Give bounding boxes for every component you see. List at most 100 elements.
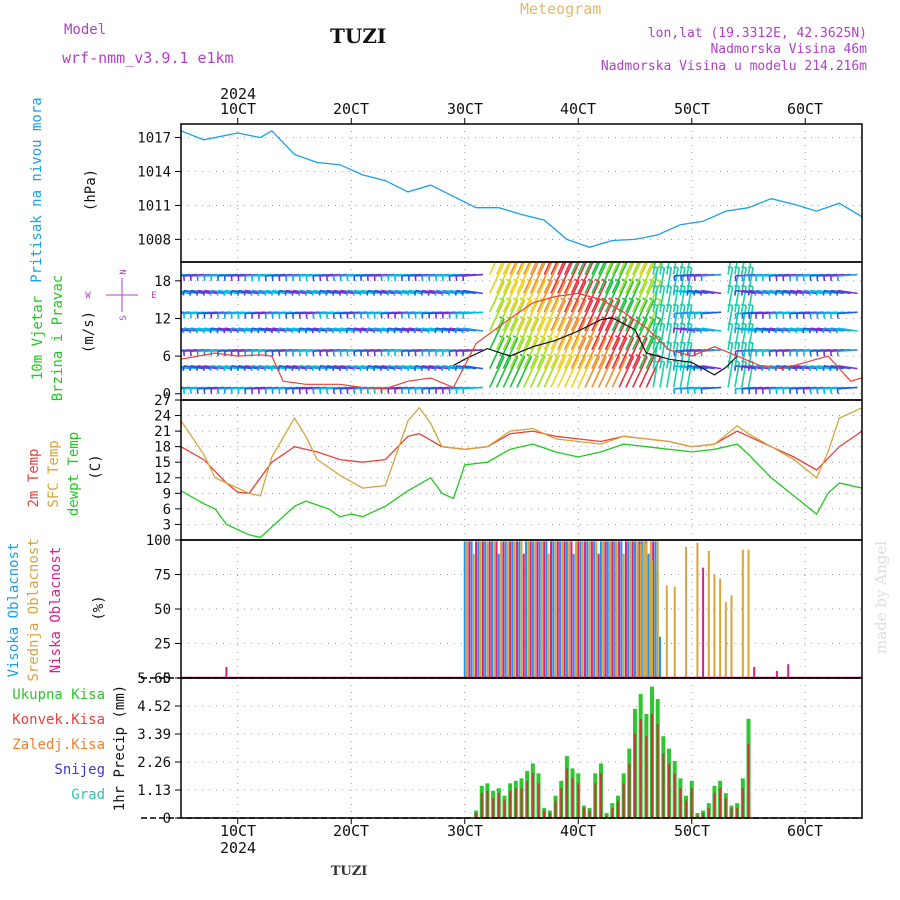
wind-barb (543, 337, 560, 369)
wind-barb-flag (393, 328, 396, 334)
wind-barb (803, 289, 824, 295)
wind-barb (597, 318, 614, 351)
precip-bar (634, 733, 636, 818)
wind-barb (509, 356, 526, 388)
wind-barb (449, 327, 470, 332)
wind-barb (747, 305, 754, 332)
precip-bar (713, 793, 716, 818)
wind-barb-flag (339, 365, 342, 371)
wind-barb-flag (407, 365, 410, 371)
wind-barb-flag (829, 365, 832, 371)
wind-barb (408, 365, 429, 370)
precip-bar (747, 743, 750, 818)
wind-barb-flag (386, 365, 389, 371)
wind-barb (837, 327, 858, 332)
wind-barb (584, 262, 592, 275)
wind-barb (680, 365, 701, 370)
wind-barb (401, 365, 422, 370)
wind-barb (550, 262, 567, 294)
wind-barb (632, 262, 648, 294)
pressure-panel: 1008 1011 1014 1017 (137, 123, 863, 263)
wind-barb (577, 337, 594, 369)
wind-barb (516, 262, 524, 275)
wind-barb-flag (202, 290, 206, 296)
watermark: made by Angel (872, 541, 890, 654)
wind-barb-flag (311, 290, 315, 296)
wind-barb (597, 262, 606, 275)
wind-barb (190, 327, 211, 332)
wind-barb-flag (298, 328, 301, 334)
wind-barb-flag (407, 328, 410, 334)
wind-barb (645, 337, 662, 369)
wind-ytick-label: 18 (154, 274, 171, 290)
wind-barb (543, 318, 560, 351)
wind-barb (422, 327, 443, 332)
wind-barb-flag (734, 290, 737, 296)
precip-ytick-label: 3.39 (137, 727, 171, 743)
wind-barb (543, 262, 560, 294)
wind-barb (347, 289, 368, 295)
legend-graupel: Grad (71, 787, 105, 803)
wind-barb (665, 324, 673, 350)
wind-barb (659, 262, 663, 275)
wind-barb-flag (836, 328, 839, 334)
wind-barb (462, 365, 484, 370)
model-name: wrf-nmm_v3.9.1 e1km (62, 49, 234, 67)
wind-barb (449, 289, 470, 295)
wind-barb (604, 299, 621, 332)
wind-barb (181, 365, 198, 370)
wind-barb-flag (740, 328, 744, 334)
wind-barb (190, 289, 211, 295)
wind-barb (740, 267, 747, 294)
wind-barb (570, 356, 587, 388)
wind-barb (183, 327, 204, 332)
wind-barb (755, 365, 776, 370)
wind-barb (803, 327, 824, 332)
wind-barb (428, 365, 449, 370)
wind-barb (604, 262, 621, 294)
wind-barb-flag (366, 290, 369, 296)
cloud-ytick-label: 100 (146, 533, 171, 549)
precip-ytick-label: 1.13 (137, 783, 171, 799)
wind-barb-flag (373, 365, 376, 371)
wind-barb-flag (420, 328, 424, 334)
wind-barb (665, 305, 673, 332)
wind-barb (326, 365, 347, 370)
wind-barb-flag (230, 328, 233, 334)
wind-barb (211, 365, 232, 370)
legend-freezing-rain: Zaledj.Kisa (12, 737, 105, 753)
wind-barb-flag (393, 365, 396, 371)
wind-barb (529, 262, 546, 294)
wind-barb (550, 356, 567, 388)
wind-barb (258, 327, 279, 332)
temperature-ytick-label: 12 (154, 471, 171, 487)
wind-barb (638, 318, 655, 351)
wind-barb (632, 299, 648, 332)
precip-ytick-label: 0 (163, 811, 171, 827)
wind-barb-flag (747, 365, 750, 371)
wind-barb (272, 289, 293, 295)
wind-barb (686, 267, 693, 294)
wind-barb-flag (754, 365, 757, 371)
wind-barb (563, 262, 580, 294)
wind-barb (618, 281, 635, 313)
wind-barb (502, 262, 519, 294)
wind-barb-flag (257, 365, 260, 371)
wind-barb (550, 262, 558, 275)
precip-bar (560, 788, 563, 818)
wind-barb (181, 366, 191, 370)
wind-barb (536, 281, 553, 313)
wind-barb (279, 289, 300, 295)
wind-barb (817, 327, 838, 332)
wind-barb (563, 262, 572, 275)
wind-barb-flag (380, 290, 383, 296)
wind-barb-flag (656, 242, 661, 244)
wind-barb-flag (345, 290, 349, 296)
wind-barb-flag (700, 328, 703, 334)
wind-barb-flag (380, 365, 383, 371)
wind-barb (231, 327, 252, 332)
wind-barb-flag (298, 290, 301, 296)
wind-barb (557, 318, 573, 351)
wind-barb-flag (237, 290, 240, 296)
wind-barb (488, 299, 505, 332)
